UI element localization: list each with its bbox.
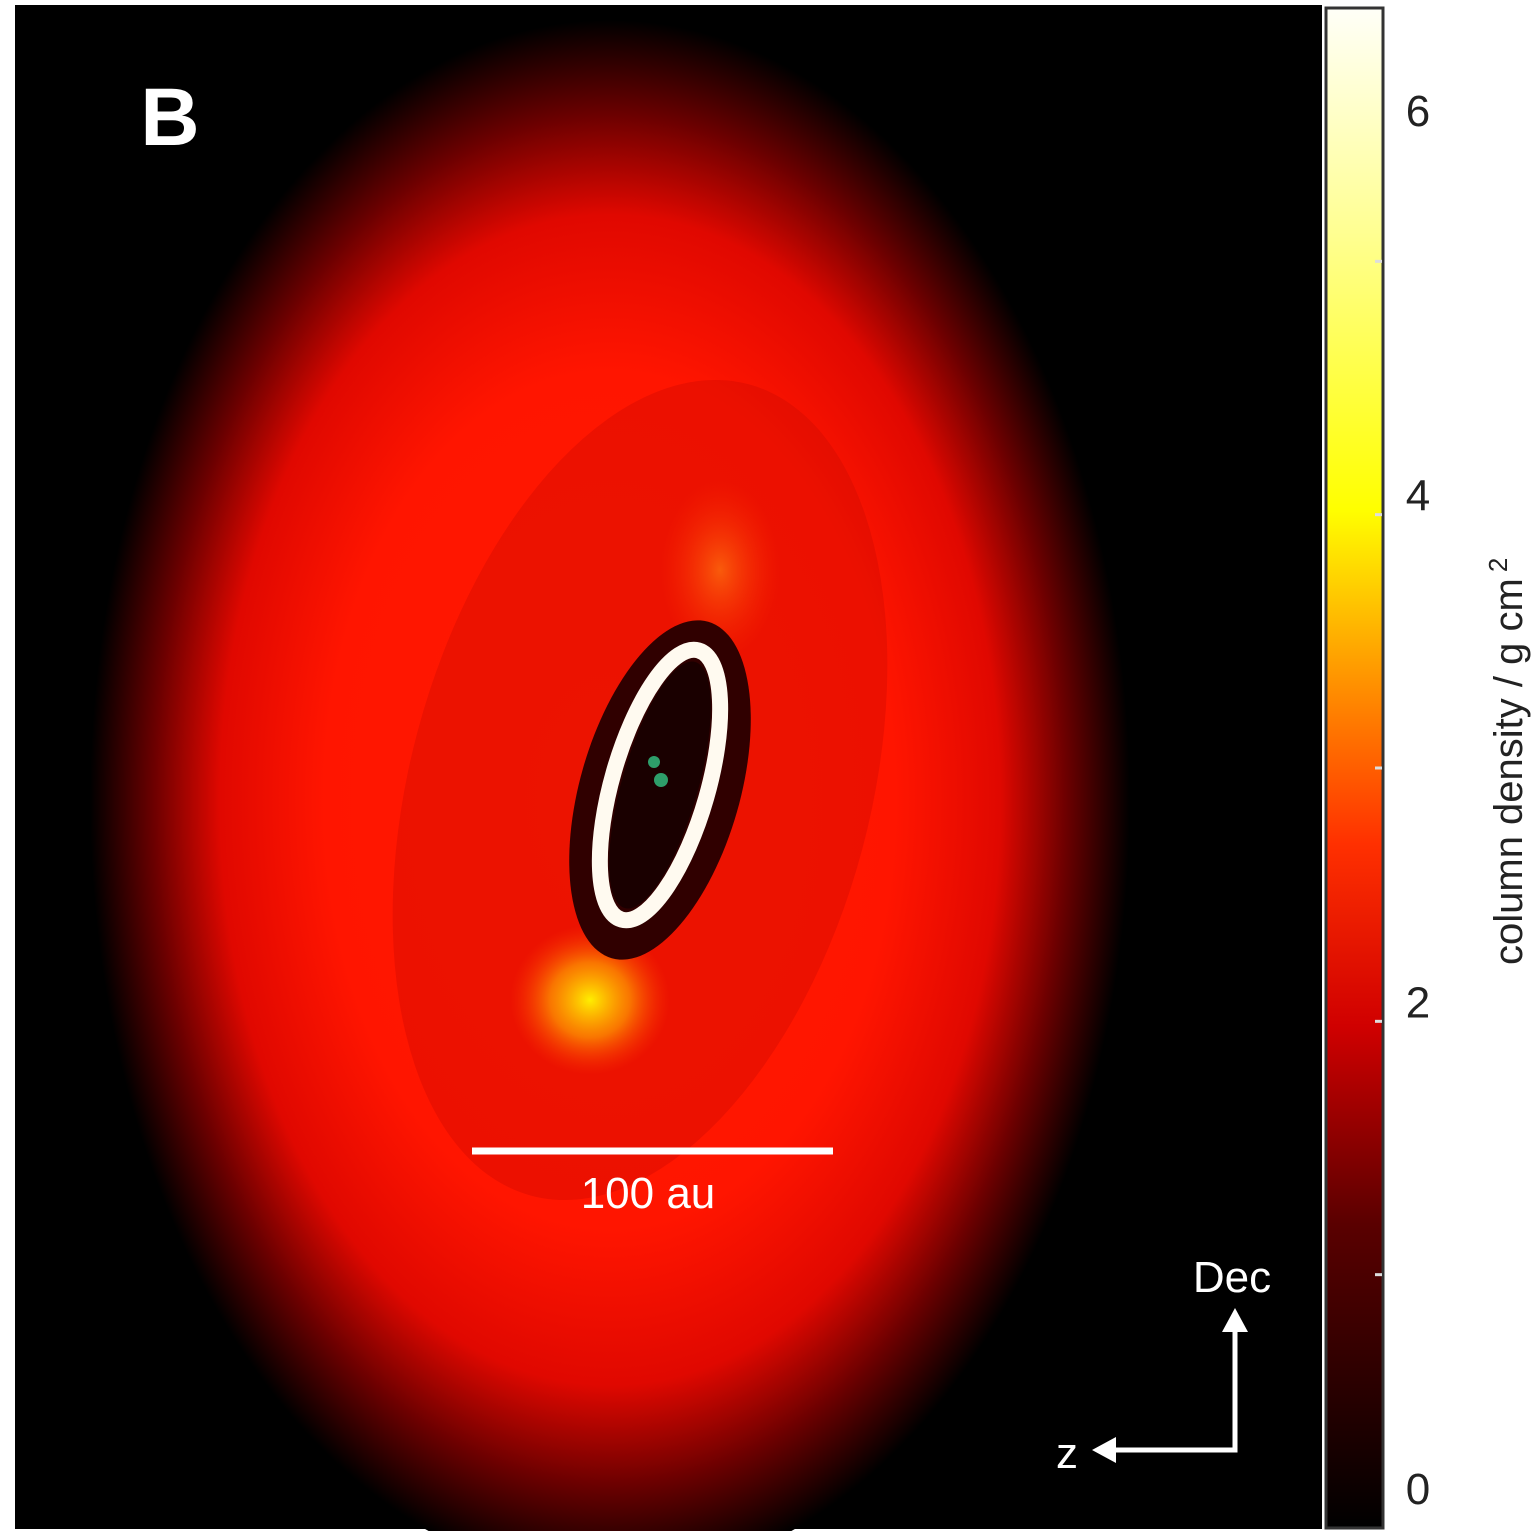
colorbar-label-text: column density / g cm [1487,578,1531,965]
colorbar-label-exponent: 2 [1483,558,1513,572]
colorbar-tick-label: 4 [1406,472,1430,521]
panel-label: B [140,72,199,163]
compass-east-label: z [1056,1429,1078,1478]
colorbar-label: column density / g cm 2 [1483,558,1531,965]
colorbar-tick-label: 2 [1406,978,1430,1027]
compass-north-label: Dec [1193,1253,1271,1302]
scale-bar-label: 100 au [581,1169,716,1218]
colorbar [1324,6,1385,1530]
compass [1092,1308,1248,1463]
disk-image [90,20,1130,1536]
colorbar-tick-label: 0 [1406,1465,1430,1514]
colorbar-tick-label: 6 [1406,87,1430,136]
